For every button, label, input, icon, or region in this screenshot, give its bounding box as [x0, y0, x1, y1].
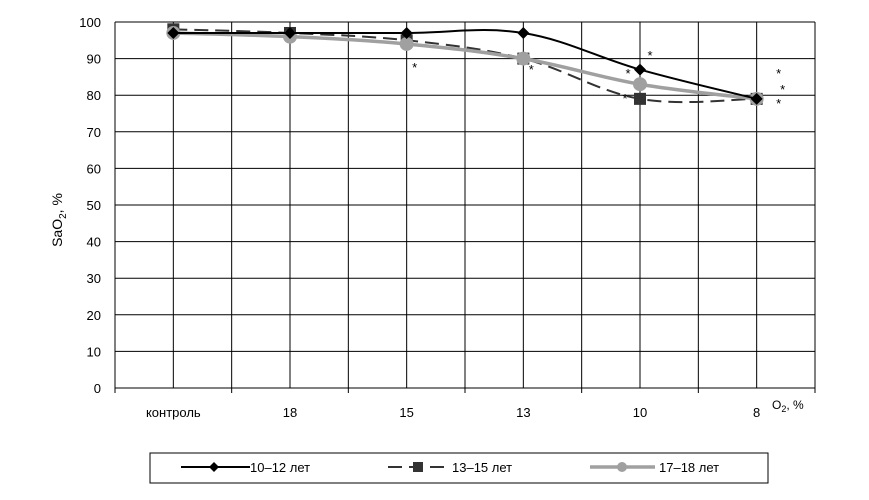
significance-asterisk: *: [776, 66, 781, 81]
significance-asterisk: *: [780, 82, 785, 97]
x-tick-label: 18: [283, 405, 297, 420]
data-point: [750, 92, 763, 105]
x-tick-label: 13: [516, 405, 530, 420]
significance-annotations: * **** ***: [412, 48, 785, 111]
legend-label: 10–12 лет: [250, 460, 310, 475]
legend-swatch-marker: [209, 462, 219, 472]
x-tick-label: 8: [753, 405, 760, 420]
y-tick-label: 0: [94, 381, 101, 396]
y-axis-label: SaO2, %: [49, 193, 69, 247]
x-axis-label: O2, %: [772, 398, 804, 414]
significance-asterisk: *: [622, 91, 627, 106]
data-point: [634, 63, 646, 76]
y-tick-label: 40: [87, 235, 101, 250]
y-tick-label: 50: [87, 198, 101, 213]
y-tick-label: 20: [87, 308, 101, 323]
significance-asterisk: *: [625, 66, 630, 81]
y-tick-label: 60: [87, 161, 101, 176]
data-point: [400, 26, 413, 39]
significance-asterisk: *: [647, 48, 652, 63]
legend-box: [149, 452, 769, 484]
legend-swatch-marker: [617, 462, 627, 472]
x-tick-label: 10: [633, 405, 647, 420]
grid: [114, 21, 816, 393]
series-line: [173, 29, 757, 100]
data-point: [516, 51, 531, 66]
data-point: [167, 26, 180, 39]
y-tick-label: 90: [87, 52, 101, 67]
significance-asterisk: *: [776, 96, 781, 111]
y-tick-label: 10: [87, 344, 101, 359]
x-tick-labels: контроль 18 15 13 10 8: [146, 405, 760, 420]
legend-swatch-marker: [413, 462, 423, 472]
y-tick-label: 70: [87, 125, 101, 140]
data-point: [284, 26, 296, 39]
legend-label: 17–18 лет: [659, 460, 719, 475]
data-point: [633, 77, 647, 92]
x-tick-label: контроль: [146, 405, 201, 420]
data-point: [634, 92, 646, 105]
series-line: [173, 31, 757, 101]
significance-asterisk: *: [529, 62, 534, 77]
y-tick-label: 30: [87, 271, 101, 286]
data-point: [517, 26, 530, 39]
x-tick-label: 15: [399, 405, 413, 420]
data-point: [399, 36, 414, 51]
y-tick-label: 100: [79, 15, 101, 30]
y-tick-labels: 0 10 20 30 40 50 60 70 80 90 100: [79, 15, 101, 396]
series-line: [173, 28, 757, 104]
series: [166, 23, 764, 106]
legend: 10–12 лет 13–15 лет 17–18 лет: [149, 452, 769, 484]
y-tick-label: 80: [87, 88, 101, 103]
series-1: [167, 26, 763, 105]
legend-label: 13–15 лет: [452, 460, 512, 475]
significance-asterisk: *: [412, 60, 417, 75]
